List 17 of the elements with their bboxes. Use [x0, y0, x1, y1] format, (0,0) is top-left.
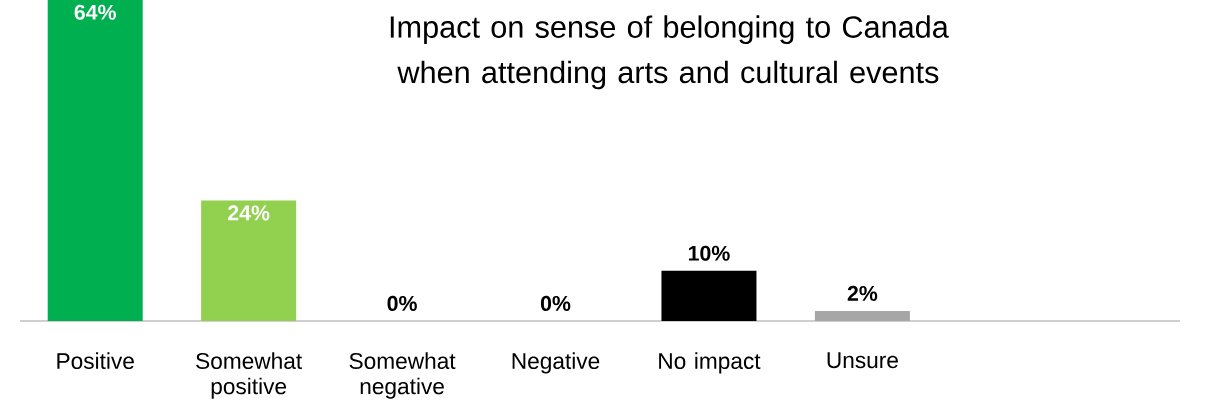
data-label: 10%: [688, 245, 730, 261]
x-tick-label: Unsure: [827, 352, 898, 369]
data-label: 0%: [540, 295, 571, 311]
bar: [661, 270, 757, 321]
text: Impact on sense of belonging to Canada when attending arts and cultural events: [390, 15, 949, 90]
bar: [47, 0, 143, 321]
bar: [814, 310, 910, 321]
data-label: 24%: [228, 205, 270, 221]
x-tick-label: Somewhat positive: [196, 352, 302, 399]
bar: [201, 200, 297, 321]
data-label: 64%: [74, 4, 116, 20]
x-tick-label: Positive: [57, 352, 134, 370]
x-tick-label: No impact: [659, 352, 761, 374]
data-label: 2%: [847, 285, 878, 301]
x-tick-label: Negative: [512, 352, 600, 374]
x-tick-label: Somewhat negative: [349, 352, 456, 399]
data-label: 0%: [387, 295, 417, 311]
